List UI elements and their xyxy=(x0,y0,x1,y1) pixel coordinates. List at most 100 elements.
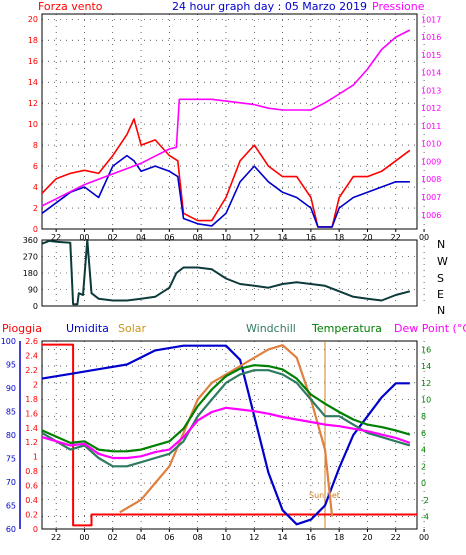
x-tick-label: 06 xyxy=(164,533,174,542)
y-left-tick-label: 14 xyxy=(28,78,38,87)
pioggia-line xyxy=(42,343,417,527)
compass-label: S xyxy=(437,272,444,285)
wind-pressure-plot-frame xyxy=(41,13,418,230)
compass-label: N xyxy=(437,238,445,251)
temperature-tick-label: 4 xyxy=(421,446,426,455)
rain-tick-label: 2 xyxy=(33,380,38,389)
rain-tick-label: 0.4 xyxy=(25,496,38,505)
temperature-tick-label: 16 xyxy=(421,345,431,354)
rain-tick-label: 1.2 xyxy=(25,438,38,447)
rain-tick-label: 1.6 xyxy=(25,409,38,418)
x-tick-label: 12 xyxy=(249,233,259,242)
humidity-tick-label: 85 xyxy=(6,408,16,417)
y-left-tick-label: 10 xyxy=(28,120,38,129)
y-right-tick-label: 1013 xyxy=(421,86,441,95)
x-tick-label: 16 xyxy=(306,533,316,542)
temperature-tick-label: -2 xyxy=(421,496,429,505)
dew-point-c-line xyxy=(41,406,411,460)
y-right-tick-label: 1011 xyxy=(421,122,441,131)
x-tick-label: 06 xyxy=(164,233,174,242)
compass-label: W xyxy=(437,255,448,268)
wind-force-label: Forza vento xyxy=(38,0,103,13)
x-tick-label: 00 xyxy=(419,533,429,542)
x-tick-label: 00 xyxy=(79,533,89,542)
x-tick-label: 00 xyxy=(419,233,429,242)
rain-tick-label: 2.4 xyxy=(25,351,38,360)
rain-tick-label: 2.2 xyxy=(25,366,38,375)
x-tick-label: 02 xyxy=(108,233,118,242)
temperature-tick-label: 0 xyxy=(421,479,426,488)
y-left-tick-label: 2 xyxy=(33,204,38,213)
solar-line xyxy=(119,344,334,517)
x-tick-label: 10 xyxy=(221,533,231,542)
humidity-label: Umidita xyxy=(66,322,109,335)
humidity-tick-label: 90 xyxy=(6,384,16,393)
y-right-tick-label: 1010 xyxy=(421,140,441,149)
wind-pressure-series-0 xyxy=(41,118,411,228)
y-left-tick-label: 20 xyxy=(28,15,38,24)
y-right-tick-label: 1014 xyxy=(421,69,441,78)
direction-tick-label: 270 xyxy=(23,253,38,262)
wind-pressure-series-1 xyxy=(41,154,410,228)
rain-tick-label: 2.6 xyxy=(25,337,38,346)
y-left-tick-label: 4 xyxy=(33,183,38,192)
wind-direction-series-0 xyxy=(41,239,411,306)
compass-label: N xyxy=(437,304,445,317)
humidity-tick-label: 75 xyxy=(6,455,16,464)
rain-tick-label: 1 xyxy=(33,453,38,462)
x-tick-label: 12 xyxy=(249,533,259,542)
y-right-tick-label: 1016 xyxy=(421,33,441,42)
temperatura-line xyxy=(41,364,411,453)
y-right-tick-label: 1017 xyxy=(421,15,441,24)
x-tick-label: 22 xyxy=(51,533,61,542)
x-tick-label: 14 xyxy=(277,233,287,242)
x-tick-label: 04 xyxy=(136,233,146,242)
rain-tick-label: 0 xyxy=(33,525,38,534)
temperature-tick-label: 2 xyxy=(421,462,426,471)
solar-label: Solar xyxy=(118,322,147,335)
legend-labels: Pioggia Umidita Solar Windchill Temperat… xyxy=(2,322,466,335)
y-right-tick-label: 1015 xyxy=(421,51,441,60)
temperature-tick-label: 10 xyxy=(421,395,431,404)
chart-marks: 0246810121416182010061007100810091010101… xyxy=(1,14,441,542)
y-left-tick-label: 18 xyxy=(28,36,38,45)
y-right-tick-label: 1009 xyxy=(421,157,441,166)
x-tick-label: 00 xyxy=(79,233,89,242)
humidity-tick-label: 80 xyxy=(6,431,16,440)
y-right-tick-label: 1006 xyxy=(421,211,441,220)
temperature-tick-label: 12 xyxy=(421,379,431,388)
x-tick-label: 22 xyxy=(391,533,401,542)
y-right-tick-label: 1012 xyxy=(421,104,441,113)
x-tick-label: 22 xyxy=(51,233,61,242)
pressure-label: Pressione xyxy=(372,0,425,13)
rain-tick-label: 0.6 xyxy=(25,482,38,491)
x-tick-label: 18 xyxy=(334,533,344,542)
x-tick-label: 02 xyxy=(108,533,118,542)
y-left-tick-label: 16 xyxy=(28,57,38,66)
compass-label: E xyxy=(437,288,444,301)
y-left-tick-label: 6 xyxy=(33,162,38,171)
x-tick-label: 16 xyxy=(306,233,316,242)
wind-pressure-series-2 xyxy=(41,29,411,207)
humidity-tick-label: 95 xyxy=(6,361,16,370)
rain-tick-label: 1.8 xyxy=(25,395,38,404)
x-tick-label: 08 xyxy=(193,533,203,542)
compass-labels: N W S E N xyxy=(437,238,448,317)
humidity-tick-label: 70 xyxy=(6,478,16,487)
humidity-tick-label: 60 xyxy=(6,525,16,534)
sun-set-annotation: Sun Set xyxy=(309,491,340,500)
x-tick-label: 10 xyxy=(221,233,231,242)
dew-point-label: Dew Point (°C) xyxy=(394,322,466,335)
x-tick-label: 20 xyxy=(362,233,372,242)
humidity-tick-label: 100 xyxy=(1,337,16,346)
windchill-label: Windchill xyxy=(246,322,296,335)
y-left-tick-label: 8 xyxy=(33,141,38,150)
direction-tick-label: 90 xyxy=(28,286,38,295)
x-tick-label: 04 xyxy=(136,533,146,542)
y-left-tick-label: 12 xyxy=(28,99,38,108)
windchill-line xyxy=(41,369,411,468)
direction-tick-label: 360 xyxy=(23,236,38,245)
rain-label: Pioggia xyxy=(2,322,42,335)
direction-tick-label: 180 xyxy=(23,269,38,278)
